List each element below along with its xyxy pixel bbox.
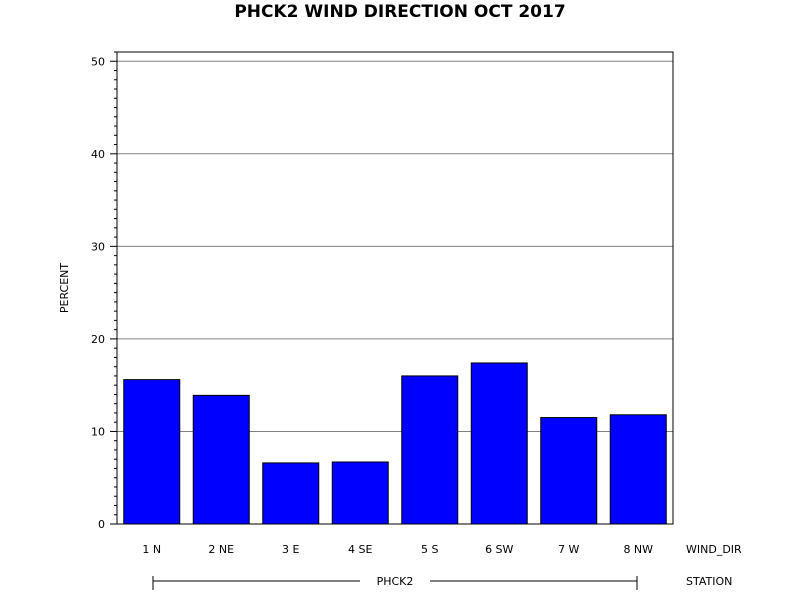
x-axis: 1 N 2 NE 3 E 4 SE 5 S 6 SW 7 W 8 NW: [142, 543, 653, 556]
y-axis-label: PERCENT: [58, 263, 71, 314]
chart-title: PHCK2 WIND DIRECTION OCT 2017: [234, 2, 565, 22]
bar: [470, 362, 528, 525]
bar: [192, 394, 250, 525]
y-tick-label: 30: [91, 240, 105, 253]
x-tick-label: 6 SW: [485, 543, 513, 556]
y-axis: 0 10 20 30 40 50: [91, 51, 117, 531]
plot-frame: [116, 51, 674, 525]
bar: [401, 375, 459, 525]
gridlines: [117, 60, 673, 432]
y-tick-label: 20: [91, 333, 105, 346]
x-tick-label: 1 N: [142, 543, 161, 556]
x-tick-label: 7 W: [558, 543, 579, 556]
group-label: PHCK2: [377, 575, 414, 588]
bar: [540, 417, 598, 525]
y-tick-label: 50: [91, 55, 105, 68]
x-tick-label: 4 SE: [348, 543, 372, 556]
bar: [262, 462, 320, 525]
x-tick-label: 2 NE: [208, 543, 234, 556]
bars: [123, 362, 667, 525]
x-tick-label: 3 E: [282, 543, 299, 556]
group-axis-label: STATION: [686, 575, 732, 588]
y-tick-label: 0: [98, 518, 105, 531]
y-tick-label: 10: [91, 425, 105, 438]
x-tick-label: 5 S: [421, 543, 438, 556]
y-tick-label: 40: [91, 148, 105, 161]
x-axis-label: WIND_DIR: [686, 543, 742, 556]
bar: [123, 379, 181, 525]
bar: [609, 414, 667, 525]
bar: [331, 461, 389, 525]
x-tick-label: 8 NW: [623, 543, 653, 556]
station-group: PHCK2: [152, 575, 638, 590]
